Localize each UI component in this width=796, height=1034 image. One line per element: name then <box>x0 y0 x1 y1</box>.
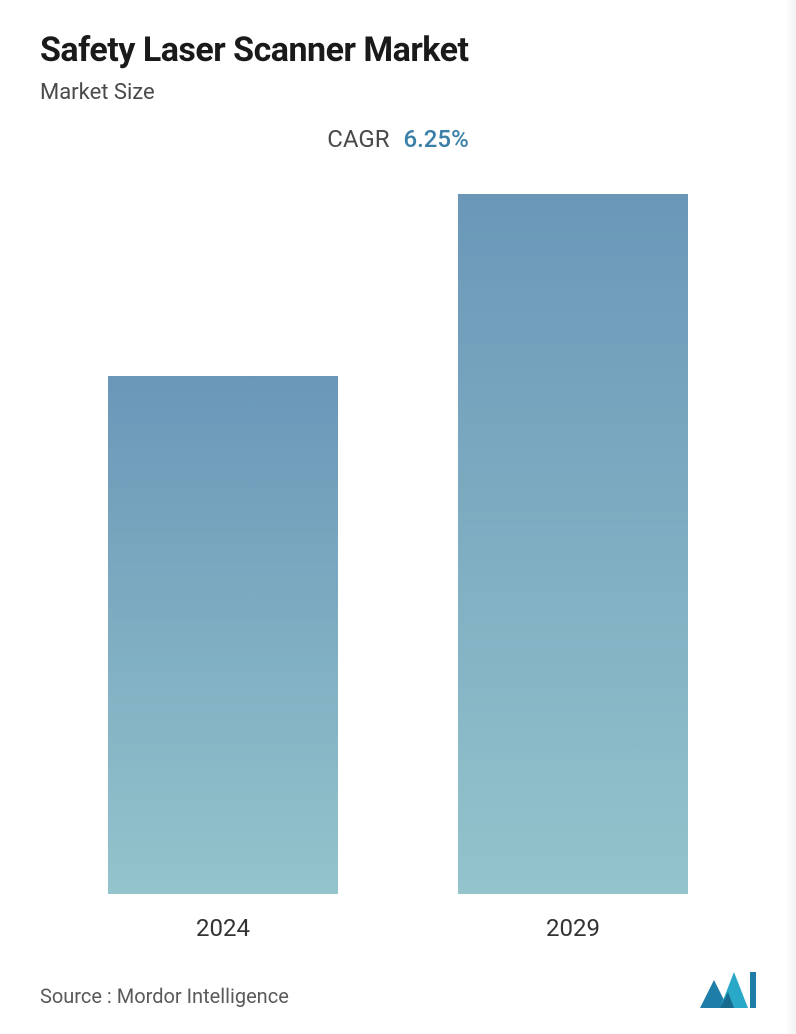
source-text: Source : Mordor Intelligence <box>40 984 289 1008</box>
bar-2024 <box>108 376 338 894</box>
bar-label-2029: 2029 <box>546 914 600 942</box>
bar-group-2029: 2029 <box>458 183 688 942</box>
cagr-row: CAGR 6.25% <box>40 125 756 153</box>
cagr-label: CAGR <box>327 125 389 153</box>
chart-title: Safety Laser Scanner Market <box>40 30 756 70</box>
bar-label-2024: 2024 <box>196 914 250 942</box>
bar-group-2024: 2024 <box>108 183 338 942</box>
cagr-value: 6.25% <box>403 125 468 153</box>
chart-subtitle: Market Size <box>40 80 756 105</box>
bar-2029 <box>458 194 688 894</box>
bar-chart-area: 2024 2029 <box>40 153 756 942</box>
footer-row: Source : Mordor Intelligence <box>40 942 756 1014</box>
header-block: Safety Laser Scanner Market Market Size <box>40 30 756 105</box>
chart-container: Safety Laser Scanner Market Market Size … <box>0 0 796 1034</box>
brand-logo-icon <box>700 972 756 1008</box>
